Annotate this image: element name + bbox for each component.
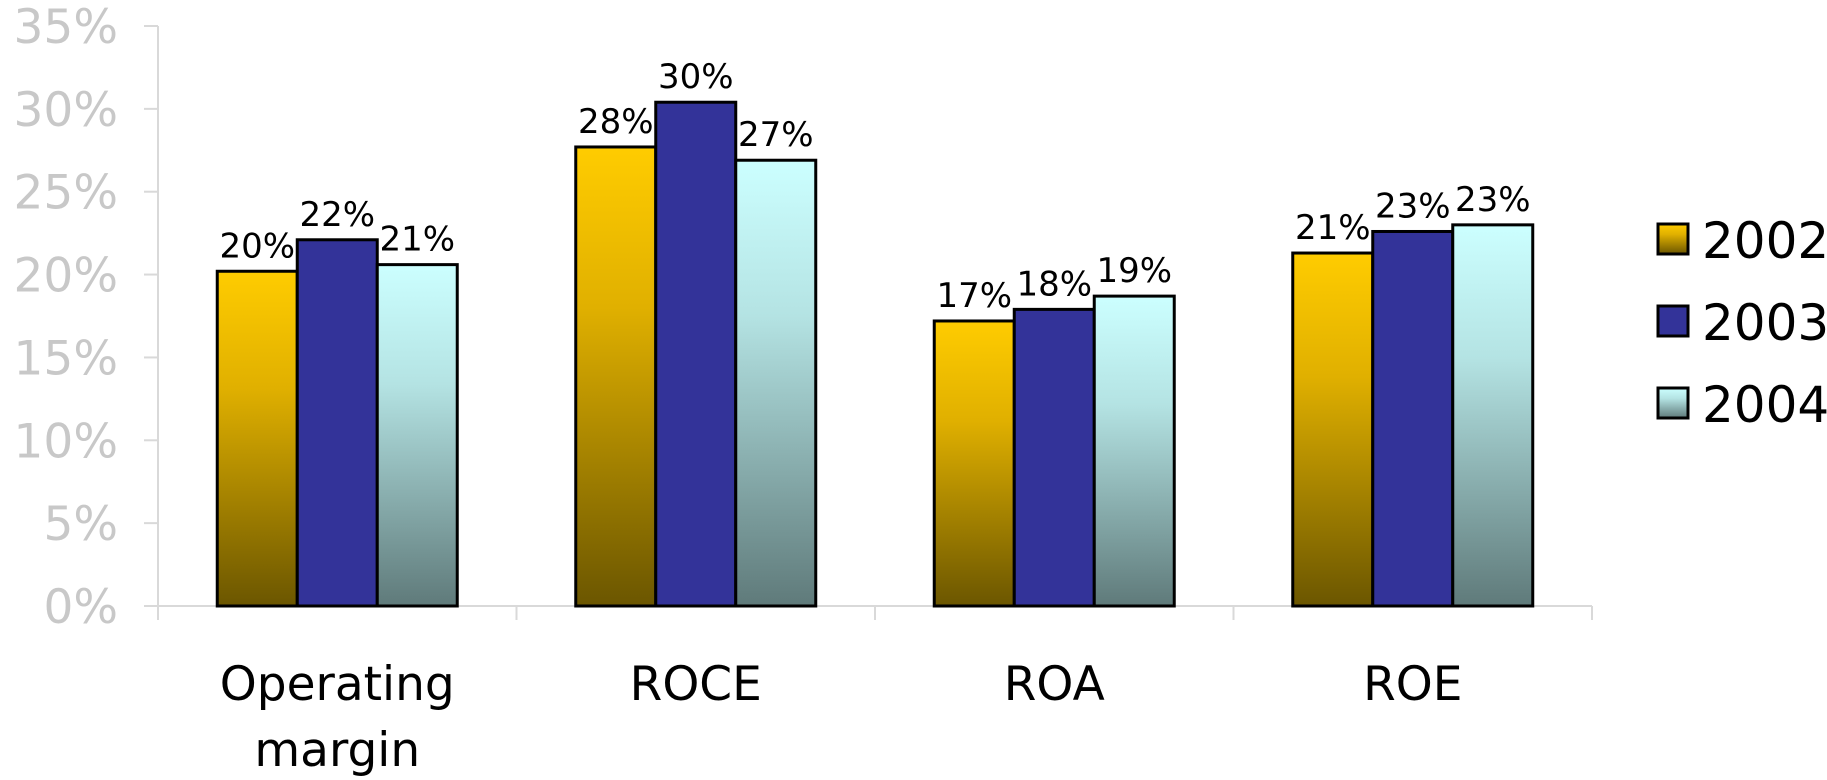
legend-label-2004: 2004 bbox=[1702, 376, 1827, 434]
y-tick-label: 5% bbox=[43, 497, 118, 552]
bar-2003-roce bbox=[654, 100, 738, 608]
y-tick-label: 0% bbox=[43, 580, 118, 635]
x-tick-label: ROCE bbox=[630, 657, 762, 712]
data-label: 30% bbox=[658, 57, 734, 97]
y-axis: 0% 5% 10% 15% 20% 25% 30% 35% bbox=[14, 0, 159, 635]
data-labels: 20%22%21%28%30%27%17% 18% 19%21%23% 23% bbox=[219, 57, 1530, 316]
data-label: 22% bbox=[299, 195, 375, 235]
bar-2003-roa bbox=[1012, 307, 1096, 608]
legend-label-2003: 2003 bbox=[1702, 294, 1827, 352]
bar-2002-roce bbox=[574, 145, 658, 608]
x-tick-label: ROA bbox=[1004, 657, 1105, 712]
bar-2003-operating-margin bbox=[295, 238, 379, 608]
y-tick-label: 30% bbox=[14, 83, 118, 138]
legend: 2002 2003 2004 bbox=[1656, 212, 1827, 434]
bar-2004-roe bbox=[1451, 223, 1535, 608]
y-tick-label: 15% bbox=[14, 331, 118, 386]
data-label: 18% bbox=[1016, 264, 1092, 304]
bar-2002-roa bbox=[932, 319, 1016, 608]
bar-2004-roce bbox=[734, 158, 818, 608]
data-label: 20% bbox=[219, 226, 295, 266]
bars bbox=[215, 100, 1535, 608]
data-label: 17% bbox=[936, 276, 1012, 316]
data-label: 21% bbox=[1295, 208, 1371, 248]
x-axis: Operating margin ROCE ROA ROE bbox=[157, 605, 1593, 778]
data-label: 27% bbox=[738, 115, 814, 155]
y-tick-label: 25% bbox=[14, 166, 118, 221]
data-label: 21% bbox=[379, 220, 455, 260]
data-label: 28% bbox=[578, 102, 654, 142]
bar-2002-roe bbox=[1291, 251, 1375, 608]
x-tick-label: ROE bbox=[1363, 657, 1462, 712]
data-label: 23% bbox=[1375, 186, 1451, 226]
bar-2003-roe bbox=[1371, 229, 1455, 608]
y-tick-label: 35% bbox=[14, 0, 118, 55]
legend-swatch-2004 bbox=[1656, 386, 1690, 420]
data-label: 23% bbox=[1455, 180, 1531, 220]
bar-2004-operating-margin bbox=[375, 263, 459, 608]
y-tick-label: 10% bbox=[14, 414, 118, 469]
legend-swatch-2002 bbox=[1656, 222, 1690, 256]
data-label: 19% bbox=[1096, 251, 1172, 291]
bar-2004-roa bbox=[1092, 294, 1176, 608]
x-tick-label: Operating margin bbox=[220, 657, 455, 778]
bar-2002-operating-margin bbox=[215, 269, 299, 608]
y-tick-label: 20% bbox=[14, 249, 118, 304]
legend-swatch-2003 bbox=[1656, 304, 1690, 338]
legend-label-2002: 2002 bbox=[1702, 212, 1827, 270]
